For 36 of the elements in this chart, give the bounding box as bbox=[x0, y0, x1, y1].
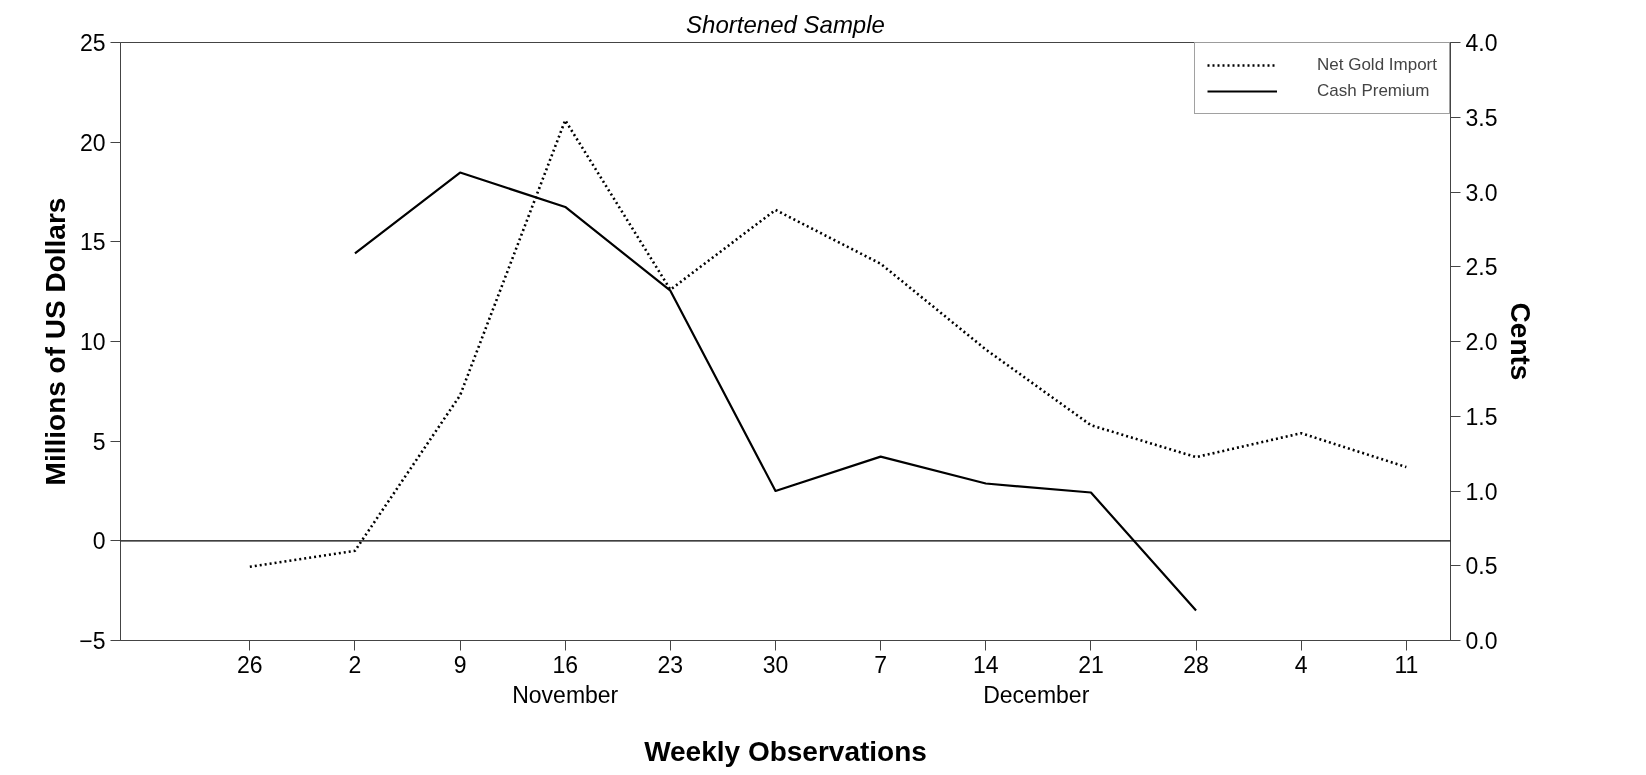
x-tick-label: 7 bbox=[874, 651, 888, 678]
legend-label: Cash Premium bbox=[1317, 81, 1430, 101]
y2-tick-label: 2.5 bbox=[1465, 254, 1498, 281]
y-tick-label: 0 bbox=[92, 528, 106, 555]
y2-tick-label: 4.0 bbox=[1465, 30, 1498, 56]
x-tick-label: 30 bbox=[762, 651, 789, 678]
y2-tick-label: 1.0 bbox=[1465, 478, 1498, 505]
x-tick-label: 23 bbox=[657, 651, 684, 678]
y2-tick-label: 0.5 bbox=[1465, 553, 1498, 580]
x-tick-label: 2 bbox=[348, 651, 362, 678]
x-tick-label: 26 bbox=[237, 651, 263, 678]
text: December bbox=[983, 681, 1090, 708]
y-tick-label: 5 bbox=[92, 428, 106, 455]
y-tick-label: 20 bbox=[79, 129, 106, 156]
y2-tick-label: 3.0 bbox=[1465, 179, 1498, 206]
y-tick-label: 10 bbox=[79, 329, 106, 355]
x-tick-label: 28 bbox=[1183, 651, 1209, 678]
x-tick-label: 14 bbox=[973, 651, 999, 678]
y-axis-title: Millions of US Dollars bbox=[40, 197, 72, 486]
text: November bbox=[512, 681, 619, 708]
y2-tick-label: 2.0 bbox=[1465, 329, 1498, 355]
y2-tick-label: 0.0 bbox=[1465, 628, 1498, 654]
y2-tick-label: 3.5 bbox=[1465, 104, 1498, 131]
y2-axis-title: Cents bbox=[1505, 302, 1537, 381]
chart-title: Shortened Sample bbox=[686, 10, 885, 38]
x-axis-title: Weekly Observations bbox=[644, 735, 927, 767]
y-tick-label: −5 bbox=[79, 628, 106, 654]
y-tick-label: 15 bbox=[79, 229, 106, 256]
x-tick-label: 9 bbox=[453, 651, 467, 678]
legend-label: Net Gold Import bbox=[1317, 55, 1437, 75]
y2-tick-label: 1.5 bbox=[1465, 403, 1498, 430]
y-tick-label: 25 bbox=[79, 30, 106, 56]
x-tick-label: 21 bbox=[1078, 651, 1104, 678]
x-tick-label: 11 bbox=[1394, 651, 1419, 678]
x-tick-label: 16 bbox=[552, 651, 579, 678]
x-tick-label: 4 bbox=[1294, 651, 1308, 678]
